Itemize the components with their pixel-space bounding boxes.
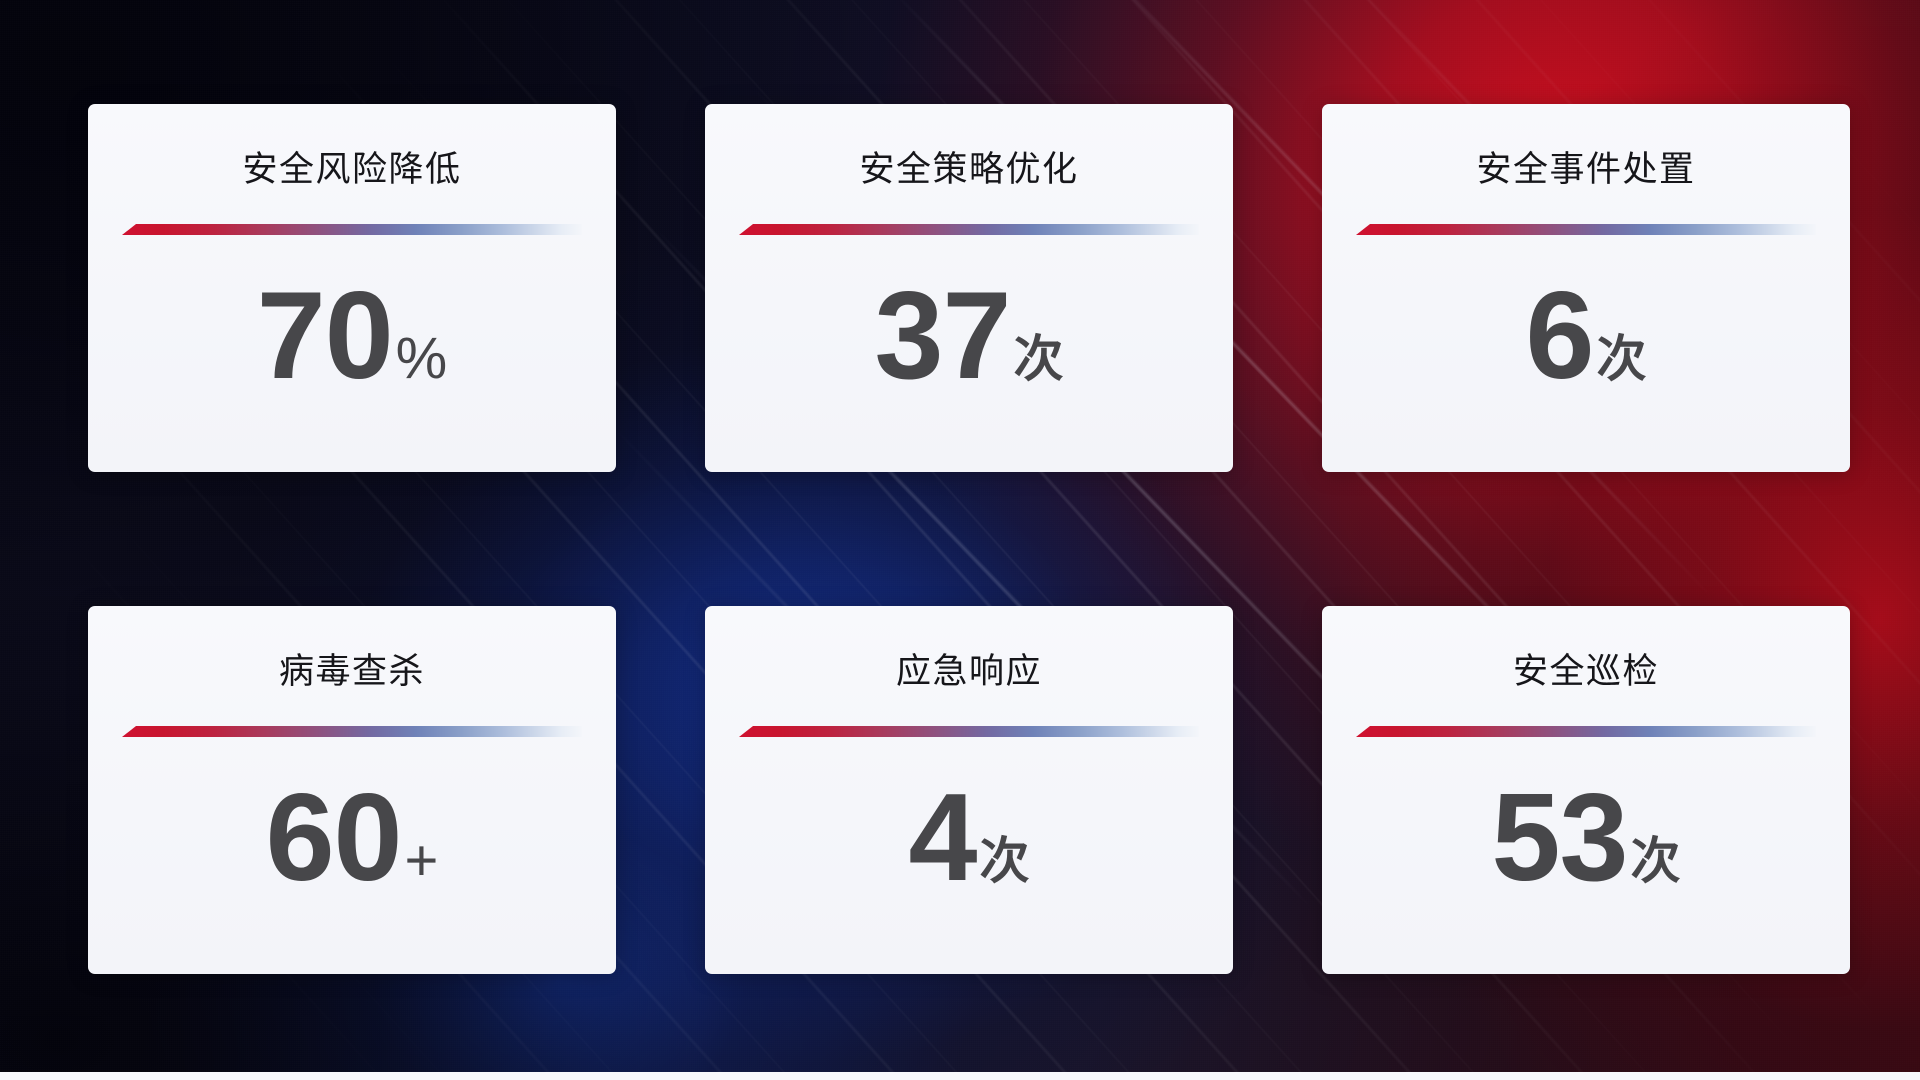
stat-card-title: 病毒查杀: [278, 652, 425, 691]
stat-card-value-row: 37 次: [875, 274, 1064, 398]
gradient-bar-icon: [122, 224, 582, 235]
stat-card-suffix: +: [404, 828, 439, 893]
stat-card-title: 安全巡检: [1512, 652, 1659, 691]
gradient-bar-icon: [739, 726, 1199, 737]
stat-card-title: 安全事件处置: [1476, 150, 1696, 189]
stat-card-security-inspection[interactable]: 安全巡检 53 次: [1322, 606, 1850, 974]
stat-card-suffix: 次: [1013, 331, 1064, 387]
stat-card-title: 安全策略优化: [859, 150, 1079, 189]
stat-card-security-risk-reduction[interactable]: 安全风险降低 70 %: [88, 104, 616, 472]
stat-card-suffix: %: [395, 326, 448, 391]
gradient-bar-icon: [1356, 224, 1816, 235]
stat-card-divider: [739, 224, 1199, 236]
stat-card-value: 60: [265, 769, 403, 907]
background-bottom-edge: [0, 1072, 1920, 1080]
stat-card-value-row: 53 次: [1492, 776, 1681, 900]
stat-card-value-row: 4 次: [909, 776, 1030, 900]
stat-card-divider: [122, 726, 582, 738]
stat-card-divider: [739, 726, 1199, 738]
stat-card-value: 37: [874, 267, 1012, 405]
stat-card-divider: [1356, 224, 1816, 236]
stat-card-value-row: 6 次: [1526, 274, 1647, 398]
stat-card-title: 应急响应: [895, 652, 1042, 691]
stat-card-value: 6: [1525, 267, 1595, 405]
stat-card-value-row: 70 %: [257, 274, 448, 398]
gradient-bar-icon: [122, 726, 582, 737]
stat-card-virus-scan-removal[interactable]: 病毒查杀 60 +: [88, 606, 616, 974]
stat-card-security-policy-optimization[interactable]: 安全策略优化 37 次: [705, 104, 1233, 472]
stat-card-value-row: 60 +: [266, 776, 439, 900]
stat-card-security-incident-handling[interactable]: 安全事件处置 6 次: [1322, 104, 1850, 472]
stat-card-suffix: 次: [1630, 833, 1681, 889]
stat-card-divider: [1356, 726, 1816, 738]
stat-card-suffix: 次: [1596, 331, 1647, 387]
gradient-bar-icon: [739, 224, 1199, 235]
gradient-bar-icon: [1356, 726, 1816, 737]
stat-card-title: 安全风险降低: [242, 150, 462, 189]
stat-card-emergency-response[interactable]: 应急响应 4 次: [705, 606, 1233, 974]
stat-card-value: 53: [1491, 769, 1629, 907]
stat-card-value: 70: [256, 267, 394, 405]
stat-card-divider: [122, 224, 582, 236]
stat-card-value: 4: [908, 769, 978, 907]
stat-card-suffix: 次: [979, 833, 1030, 889]
